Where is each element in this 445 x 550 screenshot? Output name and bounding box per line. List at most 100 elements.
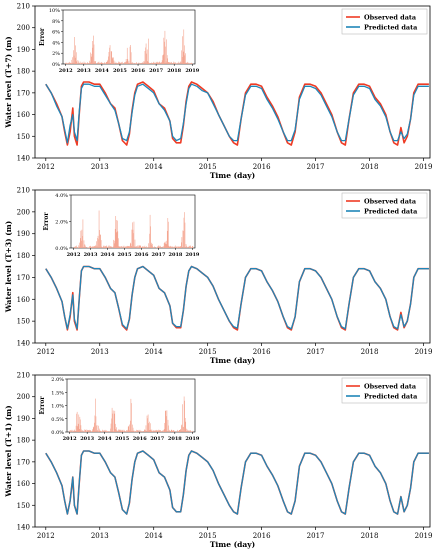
inset-y-tick-label: 2.0% xyxy=(51,377,64,383)
legend-label: Predicted data xyxy=(364,24,418,32)
x-tick-label: 2012 xyxy=(37,163,55,171)
inset-x-tick-label: 2016 xyxy=(133,436,147,442)
x-tick-label: 2017 xyxy=(307,163,325,171)
x-tick-label: 2016 xyxy=(253,163,271,171)
x-tick-label: 2016 xyxy=(253,532,271,540)
inset-y-tick-label: 4.0% xyxy=(55,193,68,199)
x-tick-label: 2018 xyxy=(361,532,379,540)
legend-label: Observed data xyxy=(364,14,417,22)
y-tick-label: 200 xyxy=(17,24,30,32)
x-tick-label: 2018 xyxy=(361,348,379,356)
inset-y-tick-label: 0% xyxy=(52,62,60,68)
y-tick-label: 190 xyxy=(17,230,30,238)
y-tick-label: 210 xyxy=(17,3,30,11)
legend-box xyxy=(341,8,428,35)
y-tick-label: 210 xyxy=(17,372,30,380)
inset-x-tick-label: 2018 xyxy=(167,68,181,74)
y-axis-label: Water level (T+7) (m) xyxy=(4,36,13,128)
legend-label: Predicted data xyxy=(364,208,418,216)
x-tick-label: 2017 xyxy=(307,348,325,356)
x-tick-label: 2013 xyxy=(91,348,109,356)
inset-x-tick-label: 2017 xyxy=(149,68,163,74)
y-tick-label: 180 xyxy=(17,68,30,76)
y-tick-label: 190 xyxy=(17,46,30,54)
x-tick-label: 2015 xyxy=(199,348,217,356)
y-tick-label: 150 xyxy=(17,133,30,141)
inset-y-tick-label: 1.0% xyxy=(51,404,64,410)
inset-y-axis-label: Error xyxy=(39,396,46,415)
x-tick-label: 2019 xyxy=(415,163,433,171)
y-tick-label: 140 xyxy=(17,155,30,163)
y-tick-label: 170 xyxy=(17,89,30,97)
y-tick-label: 150 xyxy=(17,502,30,510)
inset-y-tick-label: 2% xyxy=(52,51,60,57)
y-tick-label: 180 xyxy=(17,437,30,445)
x-tick-label: 2013 xyxy=(91,163,109,171)
predicted-series-line xyxy=(45,450,429,515)
error-inset: 0% 2% 4% 6% 8% 10% 2012 2013 2014 2015 2016 2017 201… xyxy=(39,8,200,74)
y-tick-label: 170 xyxy=(17,458,30,466)
inset-y-tick-label: 1.5% xyxy=(51,390,64,396)
inset-x-tick-label: 2017 xyxy=(150,436,164,442)
x-tick-label: 2019 xyxy=(415,348,433,356)
inset-x-tick-label: 2018 xyxy=(169,252,183,258)
inset-y-tick-label: 4% xyxy=(52,40,60,46)
inset-x-tick-label: 2018 xyxy=(168,436,182,442)
inset-y-tick-label: 0.0% xyxy=(51,430,64,436)
error-inset: 0.0% 0.5% 1.0% 1.5% 2.0% 2012 2013 2014 2015 2016… xyxy=(39,377,200,442)
error-inset: 0.0% 2.0% 4.0% 2012 2013 2014 2015 2016 2017 2018… xyxy=(43,193,200,258)
inset-x-tick-label: 2019 xyxy=(185,252,199,258)
y-tick-label: 200 xyxy=(17,393,30,401)
inset-x-tick-label: 2014 xyxy=(98,436,112,442)
y-tick-label: 190 xyxy=(17,415,30,423)
x-axis-label: Time (day) xyxy=(210,540,255,549)
inset-y-axis-label: Error xyxy=(39,27,46,46)
x-tick-label: 2014 xyxy=(145,532,163,540)
x-tick-label: 2015 xyxy=(199,163,217,171)
y-tick-label: 170 xyxy=(17,274,30,282)
x-tick-label: 2013 xyxy=(91,532,109,540)
inset-x-tick-label: 2013 xyxy=(80,436,94,442)
inset-x-tick-label: 2015 xyxy=(115,436,129,442)
x-axis-label: Time (day) xyxy=(210,171,255,180)
inset-y-tick-label: 10% xyxy=(49,8,60,14)
y-axis-label: Water level (T+3) (m) xyxy=(4,221,13,313)
inset-x-tick-label: 2016 xyxy=(131,68,145,74)
predicted-series-line xyxy=(45,83,429,144)
y-tick-label: 140 xyxy=(17,340,30,348)
y-tick-label: 210 xyxy=(17,187,30,195)
inset-x-tick-label: 2012 xyxy=(63,436,77,442)
x-tick-label: 2018 xyxy=(361,163,379,171)
inset-y-axis-label: Error xyxy=(43,212,50,231)
y-tick-label: 160 xyxy=(17,111,30,119)
inset-x-tick-label: 2019 xyxy=(185,68,199,74)
legend-box xyxy=(341,192,428,219)
y-tick-label: 160 xyxy=(17,296,30,304)
x-tick-label: 2019 xyxy=(415,532,433,540)
predicted-series-line xyxy=(45,265,429,330)
x-tick-label: 2016 xyxy=(253,348,271,356)
x-tick-label: 2014 xyxy=(145,348,163,356)
inset-x-tick-label: 2015 xyxy=(118,252,132,258)
inset-y-tick-label: 0.0% xyxy=(55,246,68,252)
inset-frame xyxy=(62,9,196,65)
y-tick-label: 180 xyxy=(17,252,30,260)
x-tick-label: 2012 xyxy=(37,348,55,356)
x-axis-label: Time (day) xyxy=(210,356,255,365)
inset-x-tick-label: 2015 xyxy=(113,68,127,74)
legend-label: Observed data xyxy=(364,383,417,391)
x-tick-label: 2017 xyxy=(307,532,325,540)
inset-y-tick-label: 2.0% xyxy=(55,220,68,226)
x-tick-label: 2014 xyxy=(145,163,163,171)
legend-label: Observed data xyxy=(364,198,417,206)
y-axis-label: Water level (T+1) (m) xyxy=(4,405,13,497)
inset-x-tick-label: 2016 xyxy=(135,252,149,258)
panel-1: 140 150 160 170 180 190 200 210 2012 2013 2014 2015… xyxy=(4,3,432,181)
x-tick-label: 2015 xyxy=(199,532,217,540)
y-tick-label: 160 xyxy=(17,480,30,488)
inset-x-tick-label: 2014 xyxy=(95,68,109,74)
x-tick-label: 2012 xyxy=(37,532,55,540)
inset-y-tick-label: 0.5% xyxy=(51,417,64,423)
